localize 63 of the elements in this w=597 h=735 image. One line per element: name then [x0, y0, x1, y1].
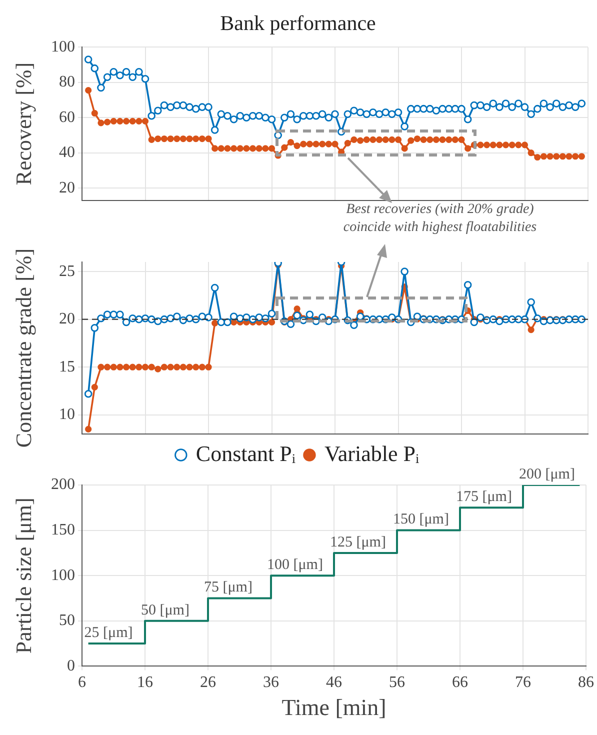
y-tick-label: 100: [51, 38, 75, 56]
point: [85, 426, 92, 433]
data-label: 150 [μm]: [393, 512, 449, 528]
y-tick-label: 25: [59, 262, 75, 280]
point: [180, 364, 186, 370]
point: [110, 364, 117, 370]
x-tick-label: 66: [452, 674, 468, 692]
point: [154, 366, 162, 372]
legend-label: Variable Pᵢ: [324, 440, 420, 466]
point: [98, 364, 104, 370]
point: [116, 364, 124, 370]
point: [91, 384, 98, 390]
point: [142, 364, 149, 370]
x-tick-label: 36: [263, 674, 279, 692]
y-axis-title: Particle size [μm]: [10, 498, 36, 654]
data-label: 175 [μm]: [456, 489, 512, 506]
point: [186, 364, 193, 370]
point: [212, 320, 218, 326]
x-tick-label: 76: [515, 674, 531, 692]
point: [268, 318, 276, 326]
point: [294, 306, 300, 312]
point: [528, 326, 534, 334]
point: [174, 364, 180, 370]
point: [104, 364, 111, 370]
y-tick-label: 50: [59, 612, 75, 630]
y-axis-title: Concentrate grade [%]: [10, 248, 36, 448]
y-tick-label: 80: [59, 74, 75, 91]
legend-label: Constant Pᵢ: [196, 440, 296, 466]
y-tick-label: 15: [59, 358, 75, 376]
x-tick-label: 16: [137, 674, 153, 692]
x-tick-label: 26: [200, 674, 216, 692]
y-tick-label: 20: [59, 179, 75, 196]
point: [167, 364, 174, 370]
chart-title: Bank performance: [220, 11, 376, 36]
data-label: 25 [μm]: [84, 624, 133, 641]
data-label: 125 [μm]: [330, 534, 386, 550]
text: Best recoveries (with 20% grade) coincide with highest floatabilities: [342, 201, 538, 237]
y-tick-label: 150: [51, 522, 75, 539]
point: [136, 364, 142, 370]
data-label: 75 [μm]: [204, 580, 252, 596]
y-tick-label: 10: [59, 406, 75, 424]
point: [122, 364, 130, 370]
data-label: 50 [μm]: [141, 602, 190, 618]
x-tick-label: 46: [326, 674, 342, 692]
y-tick-label: 40: [59, 144, 75, 162]
point: [160, 364, 168, 370]
y-axis-title: Recovery [%]: [10, 62, 36, 186]
y-tick-label: 60: [59, 108, 75, 126]
point: [192, 364, 200, 370]
y-tick-label: 0: [67, 657, 75, 674]
point: [205, 364, 212, 370]
x-tick-label: 6: [78, 674, 86, 692]
y-tick-label: 200: [51, 476, 75, 494]
point: [148, 364, 155, 370]
x-tick-label: 86: [578, 674, 594, 692]
data-label: 100 [μm]: [267, 557, 323, 574]
data-label: 200 [μm]: [519, 466, 575, 482]
x-tick-label: 56: [389, 674, 405, 692]
x-axis-title: Time [min]: [282, 695, 386, 720]
y-tick-label: 20: [59, 310, 75, 328]
point: [129, 364, 136, 370]
point: [198, 364, 206, 370]
y-tick-label: 100: [51, 566, 75, 584]
